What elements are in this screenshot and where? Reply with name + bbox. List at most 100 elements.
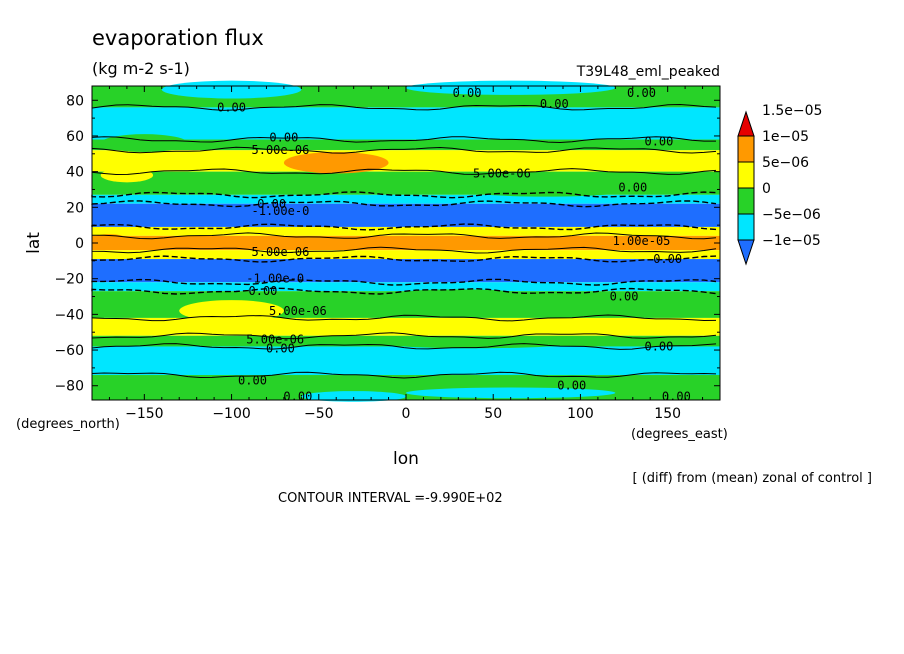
colorbar-label: 1e−05 xyxy=(762,129,809,145)
chart-title: evaporation flux xyxy=(92,26,264,50)
y-axis-label: lat xyxy=(24,232,44,254)
contour-label-6: 0.00 xyxy=(644,134,673,148)
contour-line-13 xyxy=(91,332,717,340)
contour-label-3: 0.00 xyxy=(627,86,656,100)
contour-patch-2 xyxy=(283,152,389,174)
contour-label-21: 0.00 xyxy=(238,373,267,387)
colorbar-label: −5e−06 xyxy=(762,207,821,223)
y-tick-label: 80 xyxy=(66,93,84,109)
x-tick-label: −50 xyxy=(304,406,334,422)
contour-band-11 xyxy=(92,282,720,292)
contour-labels: 0.000.000.000.005.00e-060.00 0.005.00e-06… xyxy=(217,86,691,403)
contour-line-8 xyxy=(91,246,717,254)
colorbar-segment-2 xyxy=(737,187,755,215)
contour-label-15: 0.00 xyxy=(249,284,278,298)
contour-patch-3 xyxy=(100,134,188,153)
contour-patch-12 xyxy=(406,387,616,399)
contour-band-13 xyxy=(92,317,720,336)
contour-label-4: 5.00e-06 xyxy=(252,143,310,157)
diff-note: [ (diff) from (mean) zonal of control ] xyxy=(633,471,872,486)
contour-line-4 xyxy=(91,191,717,199)
contour-line-6 xyxy=(91,223,717,231)
contour-line-15 xyxy=(91,371,717,379)
contour-label-10: -1.00e-0 xyxy=(252,204,310,218)
contour-line-2 xyxy=(91,146,717,154)
contour-patch-5 xyxy=(100,168,154,183)
y-unit-label: (degrees_north) xyxy=(16,417,120,432)
contour-label-12: 5.00e-06 xyxy=(252,245,310,259)
contour-patch-11 xyxy=(144,376,249,395)
contour-line-11 xyxy=(91,287,717,295)
contour-label-2: 0.00 xyxy=(540,97,569,111)
contour-label-22: 0.00 xyxy=(557,379,586,393)
contour-band-1 xyxy=(92,107,720,140)
colorbar-segment-3 xyxy=(737,213,755,241)
colorbar-bottom-arrow xyxy=(737,239,755,266)
contour-lines xyxy=(91,103,717,379)
colorbar-segment-1 xyxy=(737,161,755,189)
contour-patch-10 xyxy=(379,337,572,349)
contour-label-20: 0.00 xyxy=(644,339,673,353)
x-tick-label: 0 xyxy=(402,406,411,422)
colorbar-label: 5e−06 xyxy=(762,155,809,171)
x-tick-label: 150 xyxy=(654,406,681,422)
plot-area: 0.000.000.000.005.00e-060.00 0.005.00e-06… xyxy=(54,80,721,422)
x-unit-label: (degrees_east) xyxy=(631,427,728,442)
contour-label-11: 1.00e-05 xyxy=(613,234,671,248)
x-tick-label: −100 xyxy=(212,406,250,422)
contour-label-14: -1.00e-0 xyxy=(246,272,304,286)
colorbar-top-arrow xyxy=(737,110,755,137)
y-tick-label: −40 xyxy=(54,307,84,323)
contour-label-24: 0.00 xyxy=(662,389,691,403)
contour-patch-13 xyxy=(301,391,406,402)
contour-interval: CONTOUR INTERVAL =-9.990E+02 xyxy=(278,491,503,506)
colorbar: −1e−05 −5e−06 0 5e−06 1e−05 1.5e−05 xyxy=(737,103,822,266)
colorbar-segment-0 xyxy=(737,135,755,163)
y-tick-label: 60 xyxy=(66,129,84,145)
y-tick-label: −80 xyxy=(54,379,84,395)
contour-patch-7 xyxy=(388,235,441,247)
x-tick-label: 100 xyxy=(567,406,594,422)
contour-band-9 xyxy=(92,250,720,260)
colorbar-label: 1.5e−05 xyxy=(762,103,822,119)
contour-label-0: 0.00 xyxy=(217,100,246,114)
y-tick-label: −20 xyxy=(54,272,84,288)
contour-label-18: 5.00e-06 xyxy=(246,332,304,346)
contour-band-15 xyxy=(92,346,720,376)
contour-label-16: 0.00 xyxy=(610,290,639,304)
contour-line-0 xyxy=(91,103,717,111)
x-axis-label: lon xyxy=(393,449,419,469)
x-tick-label: 50 xyxy=(484,406,502,422)
contour-line-14 xyxy=(91,343,717,350)
contour-label-19: 0.00 xyxy=(266,341,295,355)
contour-band-3 xyxy=(92,150,720,172)
contour-line-10 xyxy=(91,278,717,286)
contour-label-8: 0.00 xyxy=(618,181,647,195)
contour-label-5: 0.00 xyxy=(269,131,298,145)
contour-band-10 xyxy=(92,259,720,283)
contour-label-13: 0.00 xyxy=(653,252,682,266)
colorbar-label: 0 xyxy=(762,181,771,197)
contour-label-1: 0.00 xyxy=(453,86,482,100)
contour-band-2 xyxy=(92,139,720,151)
contour-line-1 xyxy=(91,136,716,144)
filled-contour-patches xyxy=(92,80,633,402)
contour-line-12 xyxy=(91,314,717,322)
contour-label-7: 5.00e-06 xyxy=(473,166,531,180)
y-tick-label: 40 xyxy=(66,165,84,181)
y-tick-label: −60 xyxy=(54,343,84,359)
colorbar-label: −1e−05 xyxy=(762,233,821,249)
run-label: T39L48_eml_peaked xyxy=(576,64,720,80)
contour-band-5 xyxy=(92,194,720,204)
contour-line-3 xyxy=(91,168,717,176)
contour-band-7 xyxy=(92,226,720,236)
contour-line-5 xyxy=(91,200,717,208)
contour-label-17: 5.00e-06 xyxy=(269,304,327,318)
y-tick-label: 0 xyxy=(75,236,84,252)
contour-patch-4 xyxy=(458,182,633,197)
contour-band-6 xyxy=(92,203,720,227)
contour-line-9 xyxy=(91,255,717,263)
axis-ticks: −150 −100 −50 0 50 100 150 −80 −60 −40 −20 0 20 40 60 8… xyxy=(54,86,720,422)
contour-label-9: 0.00 xyxy=(257,197,286,211)
